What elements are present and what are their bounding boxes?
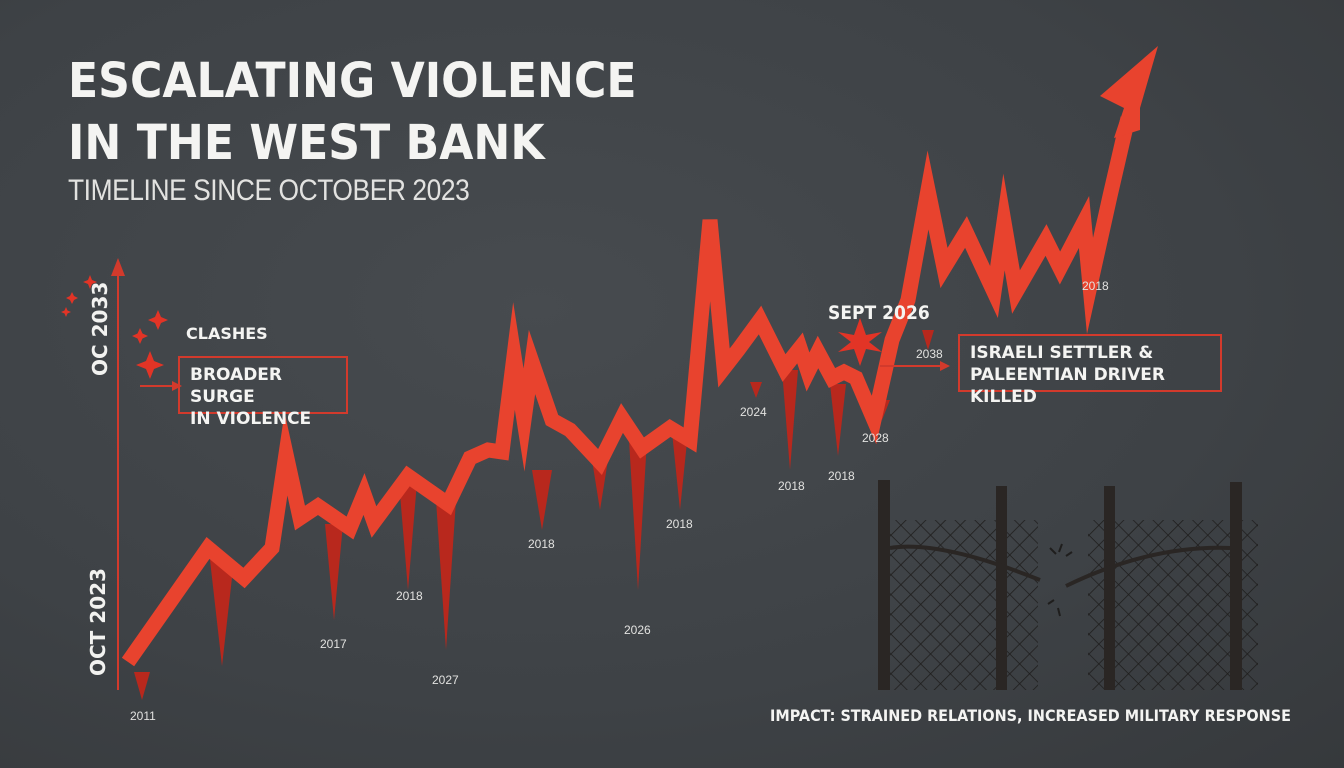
tick-label: 2024 xyxy=(740,405,767,419)
settler-line-1: ISRAELI SETTLER & xyxy=(970,343,1154,363)
spike-mark xyxy=(830,384,846,456)
spike-mark xyxy=(436,500,456,650)
y-axis-bottom-label: OCT 2023 xyxy=(86,568,110,676)
settler-annotation-box: ISRAELI SETTLER & PALEENTIAN DRIVER KILL… xyxy=(958,334,1222,407)
broken-fence-icon xyxy=(878,480,1258,690)
tick-label: 2028 xyxy=(862,431,889,445)
burst-icon xyxy=(66,292,78,304)
burst-icon xyxy=(838,318,882,366)
connector-arrows xyxy=(140,361,950,391)
spike-mark xyxy=(629,440,647,590)
spike-mark xyxy=(134,672,150,700)
burst-icon xyxy=(136,351,164,379)
burst-icon xyxy=(61,307,71,317)
tick-label: 2018 xyxy=(666,517,693,531)
spike-mark xyxy=(782,370,798,470)
burst-icon xyxy=(132,328,148,344)
settler-line-2: PALEENTIAN DRIVER KILLED xyxy=(970,365,1165,407)
y-axis xyxy=(111,258,125,690)
spike-mark xyxy=(592,460,608,510)
spike-mark xyxy=(750,382,762,398)
title-line-2: IN THE WEST BANK xyxy=(68,115,545,171)
burst-icon xyxy=(83,275,97,289)
clashes-label: CLASHES xyxy=(186,324,268,343)
chart-title: ESCALATING VIOLENCE IN THE WEST BANK xyxy=(68,50,637,174)
y-axis-top-label: OC 2033 xyxy=(88,281,112,376)
spike-mark xyxy=(922,330,934,350)
tick-label: 2017 xyxy=(320,637,347,651)
surge-line-1: BROADER SURGE xyxy=(190,365,283,407)
tick-label: 2026 xyxy=(624,623,651,637)
spike-mark xyxy=(210,560,234,666)
spike-mark xyxy=(532,470,552,530)
surge-annotation-box: BROADER SURGE IN VIOLENCE xyxy=(178,356,348,429)
impact-caption: IMPACT: STRAINED RELATIONS, INCREASED MI… xyxy=(770,706,1291,725)
burst-icon xyxy=(148,310,168,330)
tick-label: 2018 xyxy=(528,537,555,551)
tick-label: 2027 xyxy=(432,673,459,687)
title-line-1: ESCALATING VIOLENCE xyxy=(68,53,637,109)
surge-line-2: IN VIOLENCE xyxy=(190,409,312,429)
tick-label: 2038 xyxy=(916,347,943,361)
tick-label: 2018 xyxy=(828,469,855,483)
spike-mark xyxy=(399,482,417,590)
tick-label: 2018 xyxy=(396,589,423,603)
trend-series xyxy=(121,116,1136,667)
spike-series xyxy=(134,330,934,700)
burst-icon-cluster xyxy=(61,275,882,379)
sept-label: SEPT 2026 xyxy=(828,302,930,324)
tick-label: 2018 xyxy=(1082,279,1109,293)
trend-line xyxy=(121,116,1136,667)
spike-mark xyxy=(325,524,343,620)
spike-mark xyxy=(672,432,688,510)
tick-labels: 2011 2017 2018 2027 2018 2026 2018 2024 2018 2018… xyxy=(130,279,1109,723)
tick-label: 2011 xyxy=(130,709,156,723)
tick-label: 2018 xyxy=(778,479,805,493)
trend-arrow-icon xyxy=(1100,46,1158,138)
chart-subtitle: TIMELINE SINCE OCTOBER 2023 xyxy=(68,174,470,207)
